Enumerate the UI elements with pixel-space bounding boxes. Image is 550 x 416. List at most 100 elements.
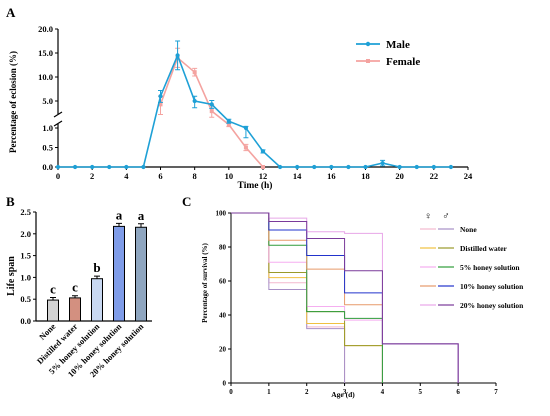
panel-c-x-tick-label: 4 bbox=[381, 388, 385, 396]
panel-a-y-tick-label: 10.0 bbox=[38, 72, 53, 82]
panel-c-y-tick-label: 80 bbox=[219, 244, 227, 252]
bar-error bbox=[116, 222, 122, 227]
data-point-male bbox=[72, 164, 78, 170]
bar bbox=[91, 278, 103, 322]
panel-a-legend: Male Female bbox=[356, 39, 420, 68]
panel-a-x-tick-label: 16 bbox=[327, 171, 336, 181]
panel-b-y-tick-label: 2.0 bbox=[20, 229, 31, 239]
data-point-male bbox=[55, 164, 61, 170]
data-point-male bbox=[226, 119, 231, 124]
panel-c-x-tick-label: 5 bbox=[419, 388, 423, 396]
panel-c-y-tick-label: 20 bbox=[219, 346, 227, 354]
panel-c-y-tick-label: 40 bbox=[219, 312, 227, 320]
data-point-male bbox=[209, 102, 214, 107]
data-point-male bbox=[295, 164, 300, 170]
data-point-male bbox=[107, 164, 112, 170]
data-point-female bbox=[243, 145, 248, 150]
panel-label-b: B bbox=[6, 194, 15, 209]
panel-c-series bbox=[231, 212, 459, 383]
panel-c-y-tick-label: 100 bbox=[216, 210, 227, 218]
panel-a-x-tick-label: 14 bbox=[293, 171, 302, 181]
panel-c-x-tick-label: 3 bbox=[343, 388, 347, 396]
data-point-female bbox=[158, 102, 163, 107]
panel-b-axes: 0.0 0.5 1.0 1.5 2.0 2.5 bbox=[20, 207, 152, 326]
bar-error bbox=[72, 295, 78, 298]
data-point-male bbox=[431, 164, 436, 170]
data-point-male bbox=[175, 53, 180, 58]
panel-c-x-tick-label: 0 bbox=[229, 388, 233, 396]
significance-letter: c bbox=[72, 280, 78, 295]
panel-a-x-tick-label: 4 bbox=[124, 171, 129, 181]
panel-a-y-tick-label: 1.0 bbox=[42, 123, 53, 133]
panel-c-y-axis-label: Percentage of survival (%) bbox=[201, 242, 209, 322]
panel-a-x-tick-label: 24 bbox=[464, 171, 473, 181]
data-point-male bbox=[192, 98, 197, 104]
bar bbox=[135, 226, 147, 322]
panel-a-x-tick-label: 10 bbox=[225, 171, 234, 181]
panel-a-y-tick-label: 15.0 bbox=[38, 48, 53, 58]
legend-symbol-female: ♀ bbox=[424, 211, 432, 222]
series-line-male bbox=[58, 53, 451, 168]
bar bbox=[69, 297, 81, 322]
legend-label-10-honey-solution: 10% honey solution bbox=[460, 282, 524, 291]
panel-c-y-tick-label: 0 bbox=[223, 380, 227, 388]
significance-letter: c bbox=[50, 281, 56, 296]
data-point-male bbox=[448, 164, 454, 170]
data-point-female bbox=[209, 109, 214, 114]
panel-a-x-tick-label: 6 bbox=[158, 171, 162, 181]
legend-label-distilled-water: Distilled water bbox=[460, 244, 508, 253]
panel-a-y-tick-label: 0.0 bbox=[42, 162, 53, 172]
panel-a-x-tick-label: 20 bbox=[395, 171, 404, 181]
panel-b-y-tick-label: 0.0 bbox=[20, 316, 31, 326]
legend-label-female: Female bbox=[386, 56, 420, 68]
panel-c-x-tick-label: 7 bbox=[494, 388, 498, 396]
survival-curve-male-20-honey-solution bbox=[231, 212, 459, 383]
panel-a-y-tick-label: 20.0 bbox=[38, 24, 53, 34]
data-point-male bbox=[90, 164, 95, 170]
panel-a-y-tick-label: 0.5 bbox=[42, 143, 53, 153]
panel-a-x-tick-label: 12 bbox=[259, 171, 268, 181]
bar-error bbox=[138, 223, 144, 228]
panel-c-y-tick-label: 60 bbox=[219, 278, 227, 286]
data-point-male bbox=[158, 94, 163, 99]
panel-c-x-tick-label: 2 bbox=[305, 388, 309, 396]
data-point-male bbox=[277, 164, 283, 170]
panel-b-y-tick-label: 1.5 bbox=[20, 251, 31, 261]
legend-label-male: Male bbox=[386, 39, 410, 51]
data-point-male bbox=[380, 161, 385, 166]
panel-b-y-tick-label: 0.5 bbox=[20, 294, 31, 304]
panel-a-series bbox=[55, 40, 454, 170]
significance-letter: b bbox=[93, 260, 100, 275]
panel-a-x-axis-label: Time (h) bbox=[238, 180, 273, 191]
data-point-female bbox=[261, 165, 265, 169]
data-point-male bbox=[329, 164, 334, 170]
data-point-male bbox=[397, 164, 402, 170]
panel-b-y-axis-label: Life span bbox=[6, 256, 17, 296]
bar bbox=[113, 225, 125, 322]
panel-a-x-tick-label: 18 bbox=[361, 171, 370, 181]
legend-label-none: None bbox=[460, 225, 477, 234]
panel-a-x-tick-label: 22 bbox=[430, 171, 439, 181]
panel-a-y-tick-label: 5.0 bbox=[42, 96, 53, 106]
data-point-male bbox=[363, 164, 368, 170]
panel-a-x-tick-label: 0 bbox=[56, 171, 60, 181]
data-point-male bbox=[312, 164, 317, 170]
panel-c-legend: ♀ ♂ None Distilled water 5% honey solution 10… bbox=[420, 211, 524, 310]
data-point-male bbox=[124, 164, 129, 170]
panel-c-x-tick-label: 1 bbox=[267, 388, 271, 396]
bar-error bbox=[50, 296, 56, 301]
legend-marker-female bbox=[366, 59, 370, 63]
legend-symbol-male: ♂ bbox=[442, 211, 450, 222]
panel-c-x-tick-label: 6 bbox=[456, 388, 460, 396]
panel-c: C 0 1 2 3 4 5 6 7 0 20 40 60 80 100 ♀ ♂ None Distilled w… bbox=[182, 194, 524, 399]
panel-a: A 0 2 4 6 8 10 12 14 16 18 20 22 240.00.51.05.010.01… bbox=[6, 5, 473, 191]
data-point-male bbox=[414, 164, 419, 170]
legend-label-5-honey-solution: 5% honey solution bbox=[460, 263, 520, 272]
data-point-male bbox=[141, 164, 146, 170]
panel-label-a: A bbox=[6, 5, 16, 20]
legend-marker-male bbox=[365, 41, 371, 47]
panel-a-axis-break bbox=[53, 111, 63, 127]
